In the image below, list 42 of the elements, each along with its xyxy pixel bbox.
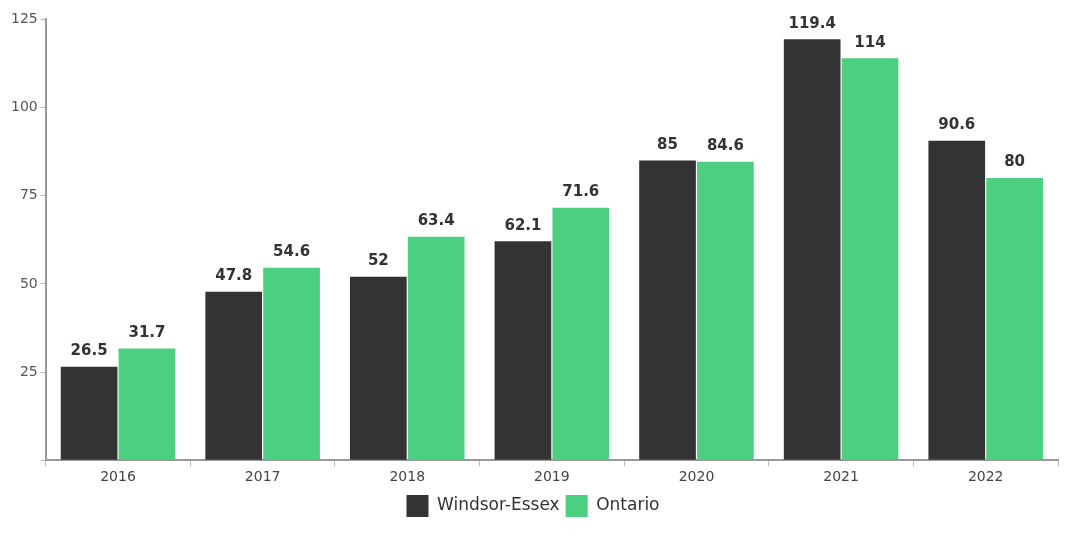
bar — [349, 276, 407, 460]
data-label: 63.4 — [417, 211, 455, 230]
x-tick-label: 2021 — [823, 468, 859, 485]
bar — [639, 160, 696, 460]
x-tick-label: 2020 — [678, 468, 715, 485]
data-label: 114 — [854, 32, 886, 51]
bar — [783, 39, 841, 460]
bar — [407, 236, 465, 460]
x-tick-label: 2018 — [389, 468, 426, 485]
data-label: 84.6 — [706, 136, 744, 155]
bar — [118, 348, 176, 460]
x-tick-label: 2022 — [967, 468, 1004, 485]
y-tick-label: 100 — [10, 98, 38, 115]
bar — [60, 366, 118, 460]
data-label: 62.1 — [504, 215, 542, 234]
bar — [841, 58, 899, 460]
y-tick-label: 25 — [19, 362, 38, 379]
bar — [552, 207, 610, 460]
bar — [494, 241, 552, 460]
y-tick-label: 75 — [19, 186, 38, 203]
data-label: 85 — [657, 134, 678, 153]
bar — [697, 161, 754, 460]
legend-label: Ontario — [596, 494, 660, 515]
data-label: 52 — [367, 251, 389, 270]
legend-label: Windsor-Essex — [436, 494, 560, 515]
data-label: 26.5 — [70, 341, 108, 360]
y-tick-label: 50 — [19, 274, 38, 291]
bar — [928, 140, 986, 460]
bar — [205, 291, 263, 460]
data-label: 80 — [1004, 152, 1026, 171]
data-label: 47.8 — [215, 266, 253, 285]
x-tick-label: 2019 — [534, 468, 570, 485]
x-tick-label: 2017 — [244, 468, 281, 485]
bar — [986, 178, 1043, 460]
data-label: 119.4 — [788, 13, 836, 32]
data-label: 54.6 — [273, 242, 311, 261]
data-label: 71.6 — [562, 182, 600, 201]
bar — [263, 267, 320, 460]
data-label: 90.6 — [938, 115, 976, 134]
data-label: 31.7 — [128, 322, 166, 341]
y-tick-label: 125 — [10, 10, 38, 27]
x-tick-label: 2016 — [100, 468, 136, 485]
